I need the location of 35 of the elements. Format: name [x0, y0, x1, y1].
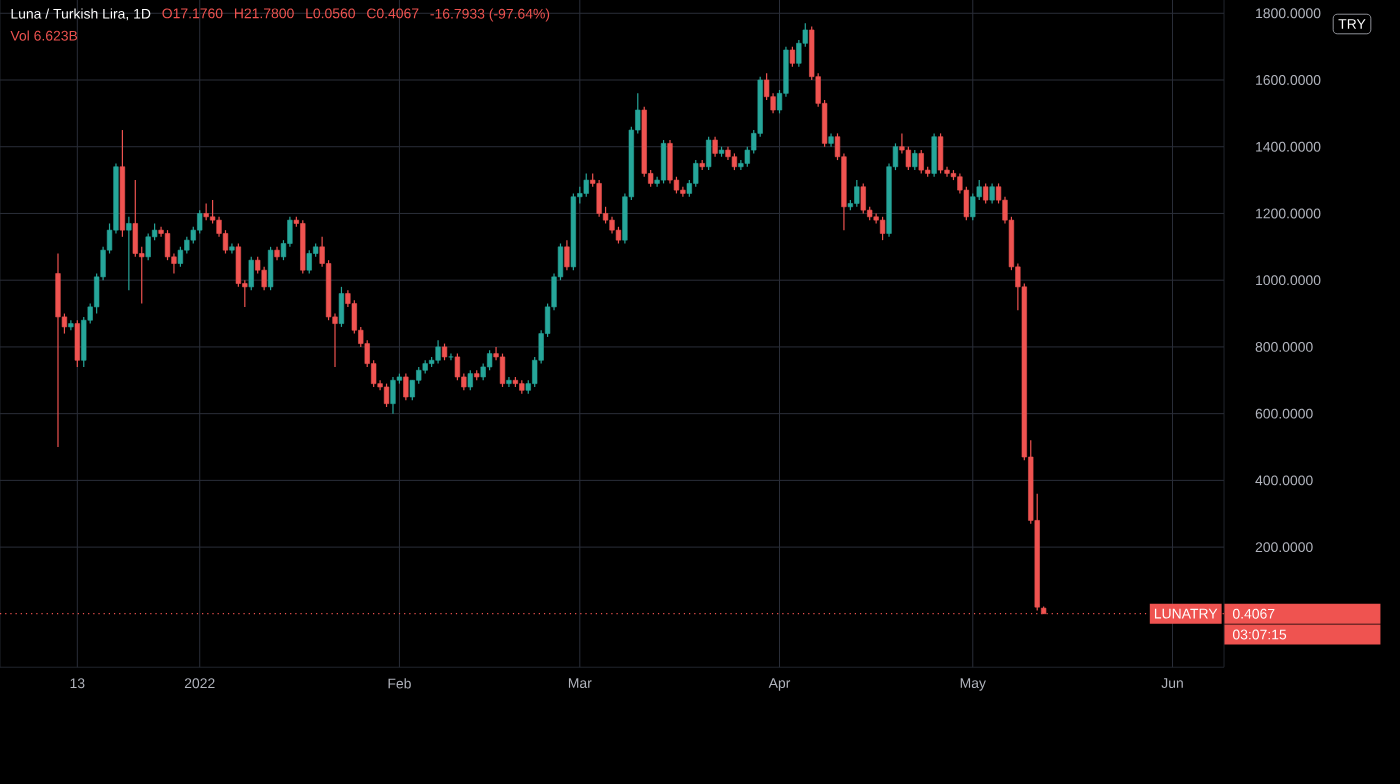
candlestick	[854, 179, 860, 208]
candlestick	[267, 246, 274, 291]
candlestick	[912, 149, 918, 171]
candlestick	[706, 136, 712, 171]
candlestick	[506, 376, 512, 388]
candlestick	[660, 139, 667, 185]
candlestick	[435, 339, 441, 365]
candlestick	[564, 239, 570, 271]
candlestick	[499, 352, 506, 388]
candlestick	[306, 249, 312, 275]
candlestick	[879, 216, 886, 241]
candlestick	[390, 376, 396, 415]
candlestick	[712, 136, 718, 158]
candlestick	[55, 252, 61, 448]
candlestick	[248, 256, 254, 291]
candlestick	[989, 182, 995, 205]
candlestick	[448, 352, 454, 361]
candlestick	[983, 182, 989, 205]
candlestick	[918, 149, 924, 175]
candlestick	[229, 242, 235, 255]
candlestick	[383, 383, 390, 408]
candlestick	[300, 219, 306, 275]
candlestick	[403, 373, 409, 401]
candlestick	[467, 369, 473, 391]
candlestick	[937, 132, 944, 175]
candlestick	[583, 172, 589, 198]
candlestick	[126, 216, 132, 291]
candlestick	[789, 46, 796, 68]
candlestick	[197, 209, 203, 235]
candlestick	[860, 182, 866, 215]
candlestick	[338, 286, 345, 328]
candlestick	[931, 132, 937, 178]
candlestick	[74, 319, 80, 368]
candlestick	[667, 139, 673, 185]
candlestick	[596, 179, 602, 218]
